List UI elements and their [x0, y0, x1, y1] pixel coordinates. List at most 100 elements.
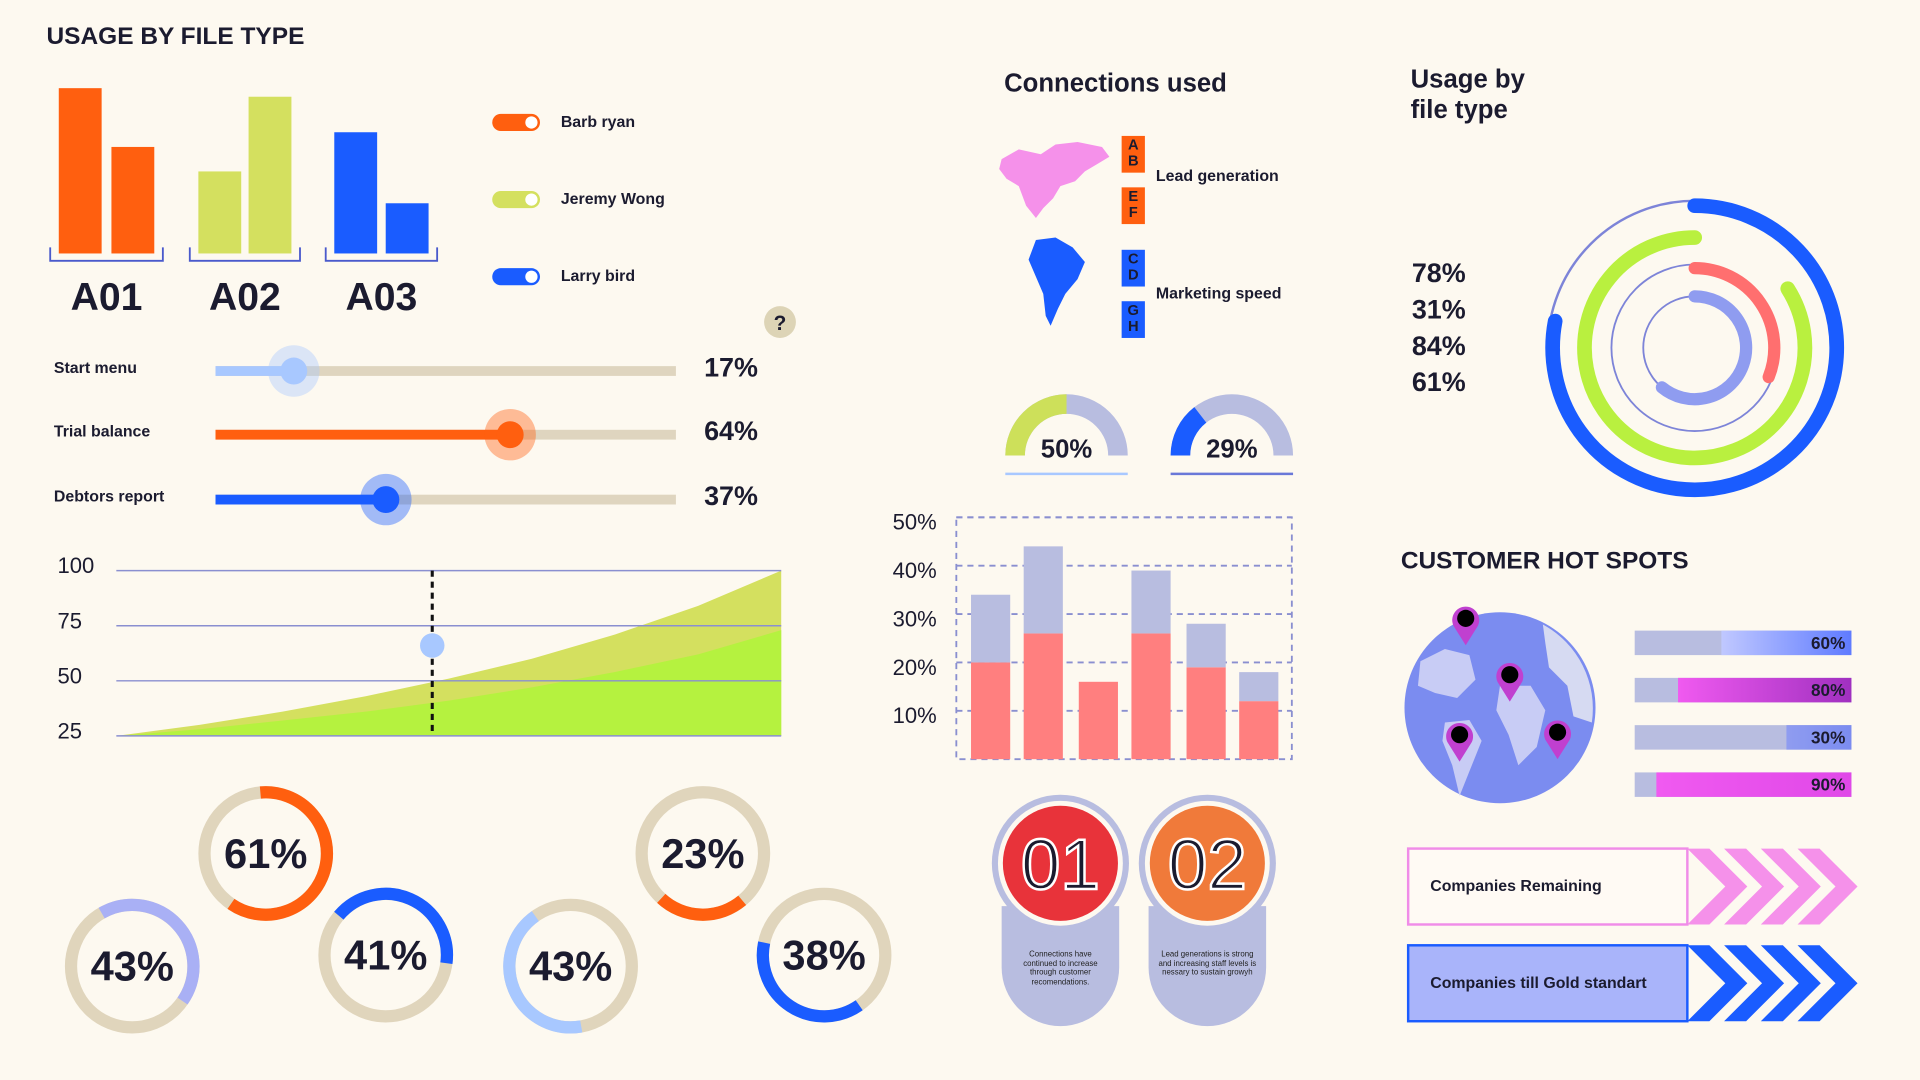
legend-knob: [525, 116, 538, 129]
chevron: [1760, 945, 1821, 1022]
legend-label: Barb ryan: [561, 114, 635, 131]
bar: [198, 171, 242, 254]
donut-label: 23%: [661, 830, 744, 877]
slider-fill: [215, 494, 386, 505]
chevron: [1724, 945, 1785, 1022]
step-disc: [1002, 805, 1118, 921]
donut-label: 38%: [782, 932, 865, 979]
slider-knob: [280, 357, 308, 385]
gauge-label: 50%: [1041, 435, 1093, 463]
letter: B: [1128, 154, 1139, 170]
letter: D: [1128, 268, 1139, 284]
slider-label: Trial balance: [54, 424, 151, 441]
category-label: A03: [345, 276, 417, 319]
bar-segment: [1186, 623, 1226, 668]
step-number: 02: [1168, 826, 1247, 905]
hot-spot-bar: [1656, 772, 1852, 797]
letter: C: [1128, 252, 1139, 268]
y-tick-label: 75: [58, 608, 83, 633]
bar-segment: [1078, 681, 1118, 760]
y-tick-label: 10%: [893, 703, 937, 728]
help-icon[interactable]: [764, 306, 796, 338]
slider-label: Start menu: [54, 360, 137, 377]
bracket: [188, 247, 301, 262]
connection-label: Marketing speed: [1156, 285, 1282, 302]
y-tick-label: 100: [58, 553, 95, 578]
hot-spot-label: 80%: [1811, 680, 1845, 700]
donut-label: 43%: [91, 943, 174, 990]
pin-dot: [1457, 609, 1475, 627]
chevron: [1797, 945, 1858, 1022]
bracket: [324, 247, 439, 262]
bar-segment: [1239, 672, 1279, 702]
step-text: Connections have continued to increase t…: [1023, 950, 1098, 987]
letter: E: [1128, 189, 1138, 205]
legend-knob: [525, 270, 538, 283]
letter-box: [1121, 301, 1145, 338]
donut-label: 43%: [529, 943, 612, 990]
gauge-fill: [1005, 394, 1068, 456]
bar-segment: [1131, 633, 1171, 760]
chevron: [1760, 848, 1821, 925]
ring-label: 84%: [1412, 331, 1466, 361]
category-label: A02: [209, 276, 281, 319]
banner-text: Companies Remaining: [1430, 878, 1601, 895]
y-tick-label: 40%: [893, 558, 937, 583]
banner-box: [1406, 944, 1689, 1023]
slider-fill: [215, 429, 511, 440]
legend-label: Jeremy Wong: [561, 191, 665, 208]
step-text-box: Connections have continued to increase t…: [1023, 950, 1098, 987]
map-south-america: [1028, 237, 1085, 326]
letter: G: [1128, 303, 1139, 319]
step-number: 01: [1021, 826, 1100, 905]
slider-knob: [372, 486, 400, 514]
bar-segment: [1186, 667, 1226, 760]
bar-segment: [1023, 546, 1063, 634]
bar: [385, 203, 429, 254]
bar-segment: [1131, 570, 1171, 634]
help-text: ?: [774, 312, 787, 335]
y-tick-label: 25: [58, 719, 83, 744]
slider-fill: [215, 366, 294, 376]
hot-spots-title: CUSTOMER HOT SPOTS: [1401, 547, 1689, 574]
rings-title: Usage by: [1411, 66, 1526, 94]
donut-arc: [227, 786, 333, 921]
letter: F: [1129, 205, 1138, 221]
legend-label: Larry bird: [561, 268, 635, 285]
bar-segment: [1023, 633, 1063, 760]
globe-land: [1542, 624, 1593, 723]
hot-spot-label: 60%: [1811, 633, 1845, 653]
bar: [111, 146, 155, 254]
donut-label: 61%: [224, 830, 307, 877]
letter-box: [1121, 249, 1145, 287]
globe-land: [1417, 648, 1476, 698]
pins: [1446, 606, 1572, 762]
banner-text: Companies till Gold standart: [1430, 975, 1647, 992]
donut-arc: [657, 893, 747, 921]
ring-arc: [1655, 290, 1753, 406]
step-pill: [1148, 906, 1267, 1027]
donut-label: 41%: [344, 932, 427, 979]
ring-label: 61%: [1412, 367, 1466, 397]
letter-box: [1121, 135, 1145, 173]
letter: A: [1128, 138, 1139, 154]
letter: H: [1128, 319, 1139, 335]
connection-label: Lead generation: [1156, 168, 1279, 185]
bar: [58, 88, 102, 254]
slider-label: Debtors report: [54, 489, 165, 506]
ring-label: 31%: [1412, 294, 1466, 324]
chevron: [1797, 848, 1858, 925]
legend-knob: [525, 193, 538, 206]
ring-arc: [1577, 230, 1813, 466]
hot-spot-label: 90%: [1811, 775, 1845, 795]
pin-dot: [1451, 726, 1469, 744]
bar-chart-title: USAGE BY FILE TYPE: [47, 23, 305, 50]
step-disc: [1149, 805, 1265, 921]
y-tick-label: 50%: [893, 510, 937, 535]
banner-box: [1406, 847, 1689, 926]
rings-title: file type: [1411, 96, 1508, 124]
donut-arc: [756, 941, 863, 1023]
hot-spot-bar: [1721, 630, 1852, 656]
ring-arc: [1688, 262, 1781, 384]
